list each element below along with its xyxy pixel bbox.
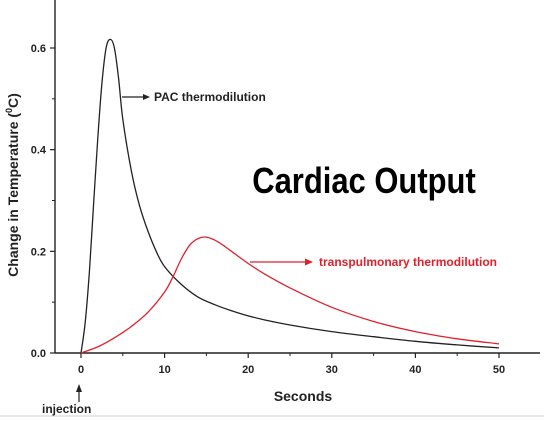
x-tick-label: 20 [242, 364, 254, 376]
overlay-title: Cardiac Output [252, 162, 476, 202]
x-tick-label: 40 [409, 364, 421, 376]
pac-thermodilution-line [80, 38, 500, 354]
y-tick-label: 0.6 [31, 43, 46, 55]
x-tick-label: 0 [78, 364, 84, 376]
pac-arrow-head [143, 94, 150, 100]
y-axis-title-unit: C) [5, 93, 21, 108]
y-axis-title-main: Change in Temperature ( [5, 113, 21, 277]
injection-annotation-label: injection [42, 402, 91, 416]
y-tick-label: 0.0 [31, 348, 46, 360]
pac-annotation-label: PAC thermodilution [154, 90, 266, 104]
x-axis-title: Seconds [274, 388, 333, 404]
y-axis-title-superscript: 0 [4, 108, 14, 113]
ticks: 0 10 20 30 40 50 0.0 0.2 0.4 0.6 [31, 43, 505, 376]
y-tick-label: 0.2 [31, 246, 46, 258]
transpulmonary-annotation-label: transpulmonary thermodilution [319, 255, 497, 269]
injection-arrow-head [76, 384, 82, 392]
transpulmonary-thermodilution-line [80, 236, 500, 354]
x-tick-label: 50 [493, 364, 505, 376]
y-tick-label: 0.4 [31, 145, 47, 157]
x-tick-label: 10 [158, 364, 170, 376]
annotations: PAC thermodilution transpulmonary thermo… [42, 90, 497, 416]
y-axis-title: Change in Temperature (0C) [4, 93, 21, 277]
x-tick-label: 30 [326, 364, 338, 376]
transpulmonary-arrow-head [305, 258, 313, 266]
series-group [80, 38, 500, 354]
